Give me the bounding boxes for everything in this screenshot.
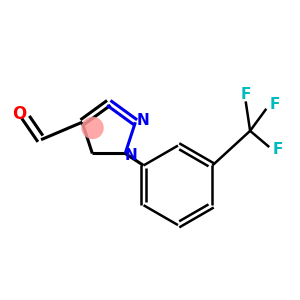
Text: F: F [270,97,280,112]
Text: F: F [241,87,251,102]
Text: N: N [136,113,149,128]
Text: O: O [12,105,27,123]
Text: N: N [124,148,137,163]
Text: F: F [273,142,283,158]
Circle shape [81,117,104,139]
